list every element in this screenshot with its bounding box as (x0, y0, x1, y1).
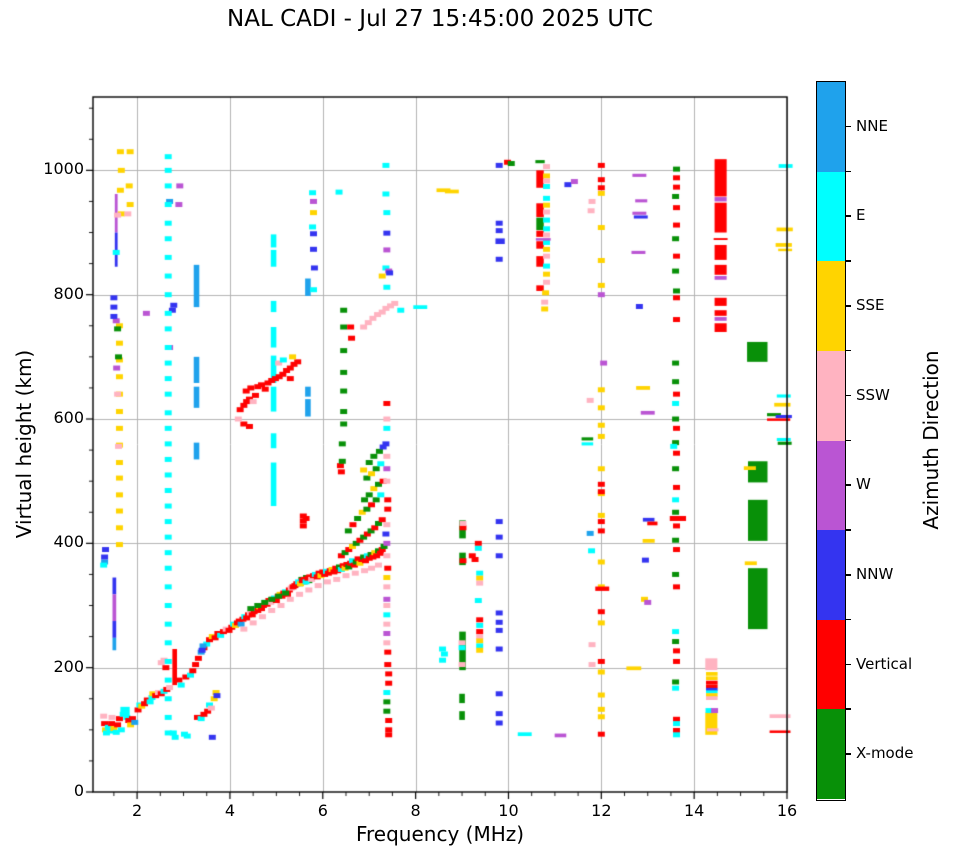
colorbar-center-tick (846, 394, 851, 397)
y-tick-label: 1000 (43, 159, 84, 179)
x-tick-label: 12 (591, 801, 612, 820)
colorbar-segment-ssw (817, 350, 845, 441)
colorbar-center-tick (846, 753, 851, 755)
colorbar-category-label: NNE (856, 116, 888, 135)
colorbar-category-label: SSE (856, 296, 885, 315)
x-tick-label: 10 (498, 801, 519, 820)
x-tick-label: 14 (683, 801, 705, 820)
colorbar-category-label: NNW (856, 564, 894, 583)
colorbar-center-tick (846, 663, 851, 666)
colorbar-category-label: E (856, 206, 866, 225)
colorbar-category-label: SSW (856, 385, 890, 404)
colorbar-boundary-tick (846, 529, 851, 531)
y-tick-label: 600 (53, 408, 84, 427)
colorbar-center-tick (846, 573, 851, 576)
colorbar-center-tick (846, 305, 851, 307)
plot-title: NAL CADI - Jul 27 15:45:00 2025 UTC (227, 6, 653, 32)
x-tick-label: 2 (132, 801, 143, 820)
y-tick-label: 200 (53, 656, 84, 676)
colorbar-boundary-tick (846, 260, 851, 262)
colorbar-boundary-tick (846, 170, 851, 173)
colorbar-segment-nne (817, 82, 845, 172)
colorbar-segment-vertical (817, 619, 845, 710)
colorbar (816, 81, 846, 801)
y-tick-label: 400 (53, 532, 84, 552)
colorbar-segment-sse (817, 261, 845, 351)
colorbar-boundary-tick (846, 349, 851, 352)
colorbar-center-tick (846, 125, 851, 128)
x-tick-label: 4 (224, 801, 236, 820)
colorbar-boundary-tick (846, 439, 851, 442)
colorbar-center-tick (846, 215, 851, 218)
x-axis-label: Frequency (MHz) (355, 822, 525, 846)
y-tick-label: 0 (73, 781, 84, 800)
colorbar-label: Azimuth Direction (919, 350, 943, 530)
colorbar-segment-nnw (817, 530, 845, 620)
colorbar-segment-w (817, 440, 845, 531)
colorbar-category-label: Vertical (856, 654, 913, 673)
x-tick-label: 8 (410, 801, 421, 820)
colorbar-boundary-tick (846, 708, 851, 710)
colorbar-boundary-tick (846, 618, 851, 621)
colorbar-segment-x-mode (817, 709, 845, 799)
y-axis-label: Virtual height (km) (12, 349, 36, 539)
colorbar-center-tick (846, 484, 851, 486)
x-tick-label: 16 (776, 801, 798, 820)
colorbar-category-label: X-mode (856, 744, 914, 763)
y-tick-label: 800 (53, 283, 84, 303)
colorbar-segment-e (817, 171, 845, 262)
colorbar-category-label: W (856, 475, 871, 494)
x-tick-label: 6 (317, 801, 328, 820)
